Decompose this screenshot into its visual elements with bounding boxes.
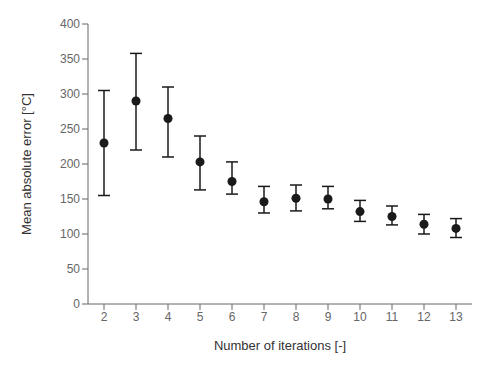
svg-text:2: 2 bbox=[101, 310, 108, 324]
svg-text:0: 0 bbox=[73, 297, 80, 311]
svg-text:400: 400 bbox=[60, 17, 80, 31]
svg-text:13: 13 bbox=[449, 310, 463, 324]
svg-text:150: 150 bbox=[60, 192, 80, 206]
svg-text:200: 200 bbox=[60, 157, 80, 171]
svg-text:7: 7 bbox=[261, 310, 268, 324]
svg-text:Number of iterations [-]: Number of iterations [-] bbox=[214, 338, 346, 353]
svg-text:Mean absolute error [°C]: Mean absolute error [°C] bbox=[19, 93, 34, 235]
svg-text:3: 3 bbox=[133, 310, 140, 324]
svg-text:5: 5 bbox=[197, 310, 204, 324]
svg-text:300: 300 bbox=[60, 87, 80, 101]
svg-text:11: 11 bbox=[386, 310, 399, 324]
svg-text:350: 350 bbox=[60, 52, 80, 66]
svg-text:100: 100 bbox=[60, 227, 80, 241]
svg-text:9: 9 bbox=[325, 310, 332, 324]
svg-text:12: 12 bbox=[417, 310, 431, 324]
svg-text:4: 4 bbox=[165, 310, 172, 324]
svg-text:50: 50 bbox=[67, 262, 81, 276]
svg-text:8: 8 bbox=[293, 310, 300, 324]
svg-text:10: 10 bbox=[353, 310, 367, 324]
svg-text:6: 6 bbox=[229, 310, 236, 324]
svg-text:250: 250 bbox=[60, 122, 80, 136]
